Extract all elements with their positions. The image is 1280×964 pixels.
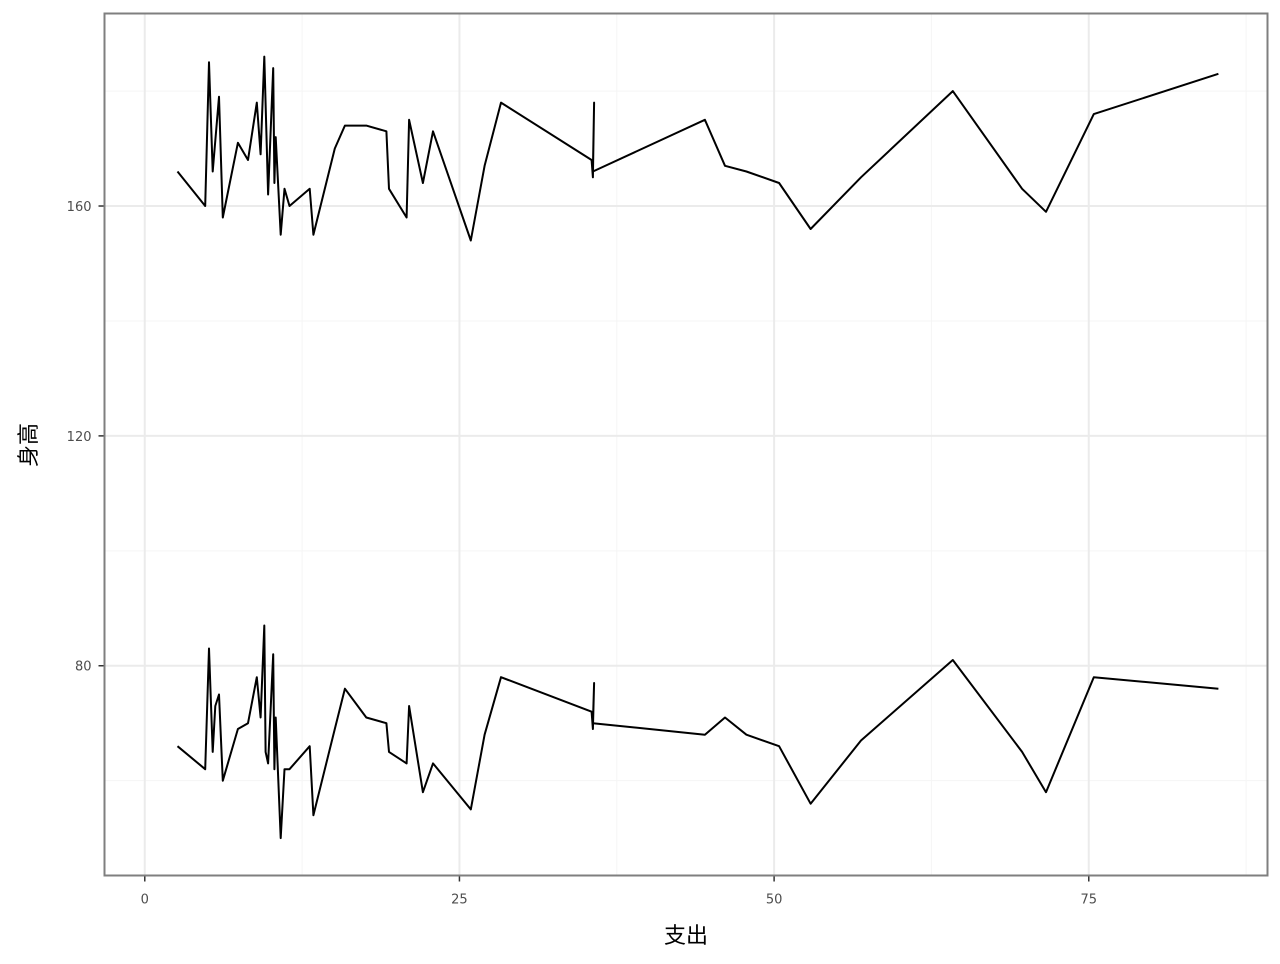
- y-axis-ticks: 80 120 160: [67, 200, 104, 675]
- x-tick-label: 75: [1080, 893, 1097, 908]
- minor-gridlines: [104, 13, 1268, 876]
- y-tick-label: 160: [67, 200, 92, 215]
- x-axis-ticks: 0 25 50 75: [141, 876, 1097, 908]
- y-tick-label: 80: [75, 660, 92, 675]
- series-line-1: [176, 55, 1219, 242]
- x-axis-title: 支出: [664, 924, 708, 949]
- x-tick-label: 25: [451, 893, 468, 908]
- plot-border: [103, 12, 1269, 877]
- x-tick-label: 0: [141, 893, 149, 908]
- y-axis-title: 身高: [17, 423, 42, 467]
- y-tick-label: 120: [67, 430, 92, 445]
- series-lines: [176, 55, 1219, 840]
- plot-background: [104, 13, 1268, 876]
- series-line-2: [176, 624, 1219, 840]
- major-gridlines: [104, 13, 1268, 876]
- x-tick-label: 50: [766, 893, 783, 908]
